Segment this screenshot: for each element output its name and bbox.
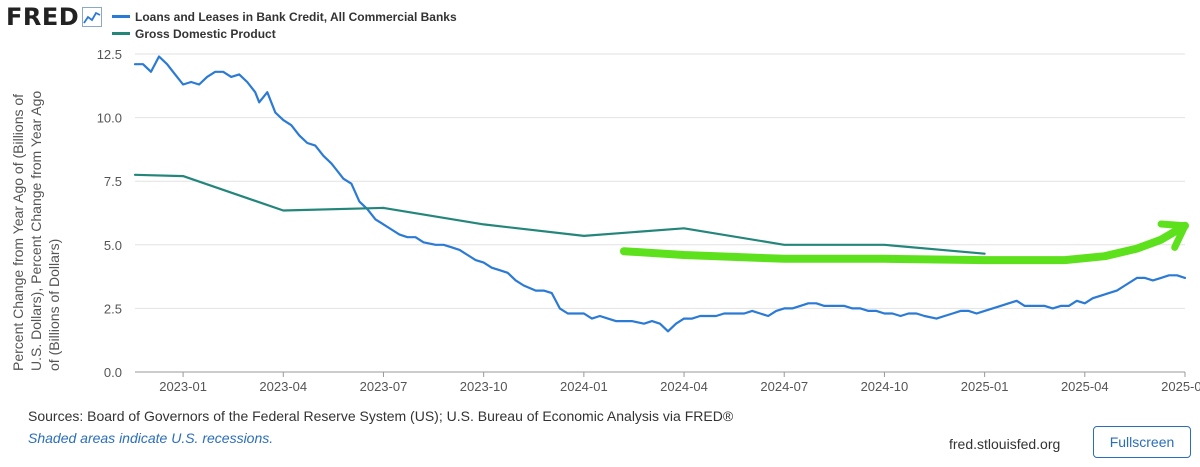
x-tick-label: 2024-07 [760, 379, 808, 394]
y-axis-title: Percent Change from Year Ago of (Billion… [10, 91, 62, 371]
legend-label-gdp: Gross Domestic Product [135, 26, 276, 41]
y-axis-title-line-1: Percent Change from Year Ago of (Billion… [10, 94, 26, 371]
y-tick-labels: 0.0 2.5 5.0 7.5 10.0 12.5 [97, 47, 122, 380]
fullscreen-button[interactable]: Fullscreen [1093, 426, 1191, 458]
y-axis-title-line-3: of (Billions of Dollars) [46, 239, 62, 371]
legend-item-loans: Loans and Leases in Bank Credit, All Com… [112, 8, 457, 25]
series-line-gdp [133, 173, 986, 255]
x-tick-label: 2023-10 [460, 379, 508, 394]
x-tick-label: 2025-07 [1161, 379, 1200, 394]
series-layer [133, 55, 1187, 333]
legend-label-loans: Loans and Leases in Bank Credit, All Com… [135, 9, 457, 24]
chart-line-icon [82, 7, 102, 27]
y-tick-label: 2.5 [104, 301, 122, 316]
y-tick-label: 10.0 [97, 111, 122, 126]
legend-swatch-loans [112, 15, 130, 18]
annotation-arrow-head [1157, 220, 1189, 251]
recession-note: Shaded areas indicate U.S. recessions. [28, 430, 274, 446]
annotation-arrow-shaft [619, 221, 1189, 265]
x-tick-label: 2024-04 [660, 379, 708, 394]
source-note: Sources: Board of Governors of the Feder… [28, 408, 734, 424]
x-tick-labels: 2023-01 2023-04 2023-07 2023-10 2024-01 2024-… [159, 379, 1200, 394]
y-tick-label: 5.0 [104, 238, 122, 253]
x-tick-label: 2024-01 [560, 379, 608, 394]
y-tick-label: 12.5 [97, 47, 122, 62]
x-tick-label: 2025-01 [961, 379, 1009, 394]
annotation-layer [619, 220, 1189, 265]
legend-swatch-gdp [112, 32, 130, 35]
fred-url[interactable]: fred.stlouisfed.org [949, 436, 1061, 452]
x-tick-label: 2025-04 [1061, 379, 1109, 394]
series-line-loans [133, 55, 1187, 333]
x-tick-label: 2024-10 [861, 379, 909, 394]
y-tick-label: 7.5 [104, 174, 122, 189]
legend-item-gdp: Gross Domestic Product [112, 25, 457, 42]
x-tick-label: 2023-01 [159, 379, 207, 394]
x-tick-label: 2023-07 [360, 379, 408, 394]
y-axis-title-line-2: U.S. Dollars), Percent Change from Year … [28, 91, 44, 371]
fred-logo: FRED [6, 3, 80, 31]
y-tick-label: 0.0 [104, 365, 122, 380]
grid-layer [135, 53, 1186, 377]
x-tick-label: 2023-04 [259, 379, 307, 394]
chart-legend: Loans and Leases in Bank Credit, All Com… [112, 8, 457, 42]
line-chart: 0.02.55.07.510.012.5 2023-01 2023-04 2023-… [97, 47, 1200, 394]
